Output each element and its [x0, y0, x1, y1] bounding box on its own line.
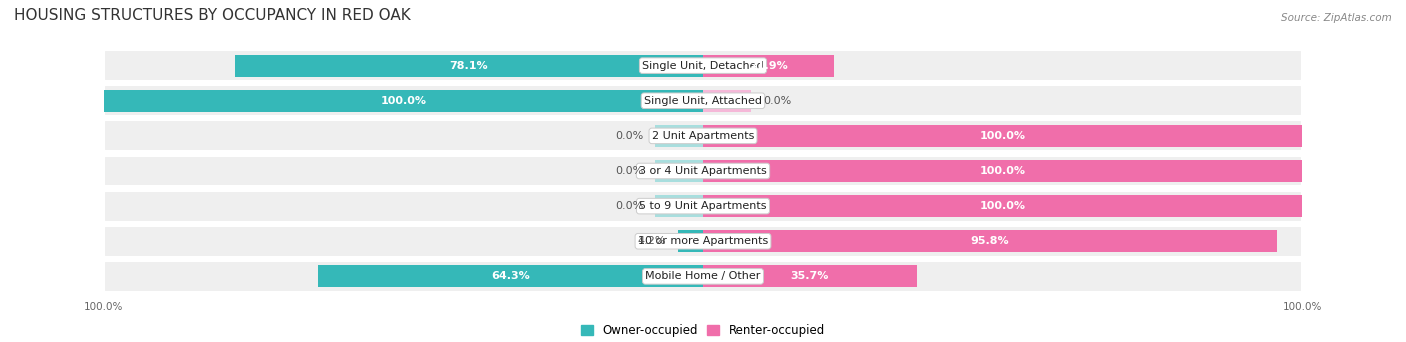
- Bar: [104, 191, 1302, 222]
- Text: 3 or 4 Unit Apartments: 3 or 4 Unit Apartments: [640, 166, 766, 176]
- Bar: [703, 195, 1302, 217]
- Text: 100.0%: 100.0%: [980, 166, 1025, 176]
- Bar: [703, 55, 834, 77]
- Bar: [703, 90, 751, 111]
- Bar: [104, 226, 1302, 257]
- Text: 78.1%: 78.1%: [450, 61, 488, 71]
- Bar: [235, 55, 703, 77]
- Bar: [703, 160, 1302, 182]
- Text: 4.2%: 4.2%: [637, 236, 666, 246]
- Text: Single Unit, Attached: Single Unit, Attached: [644, 96, 762, 106]
- Text: 95.8%: 95.8%: [970, 236, 1010, 246]
- Bar: [703, 231, 1277, 252]
- Text: 5 to 9 Unit Apartments: 5 to 9 Unit Apartments: [640, 201, 766, 211]
- Bar: [655, 160, 703, 182]
- Text: Mobile Home / Other: Mobile Home / Other: [645, 271, 761, 281]
- Bar: [104, 156, 1302, 186]
- Text: 64.3%: 64.3%: [491, 271, 530, 281]
- Bar: [318, 265, 703, 287]
- Legend: Owner-occupied, Renter-occupied: Owner-occupied, Renter-occupied: [576, 319, 830, 342]
- Text: HOUSING STRUCTURES BY OCCUPANCY IN RED OAK: HOUSING STRUCTURES BY OCCUPANCY IN RED O…: [14, 8, 411, 23]
- Bar: [104, 120, 1302, 151]
- Bar: [104, 85, 1302, 116]
- Text: 100.0%: 100.0%: [84, 302, 124, 312]
- Text: 0.0%: 0.0%: [614, 131, 643, 141]
- Bar: [703, 265, 917, 287]
- Text: 0.0%: 0.0%: [614, 166, 643, 176]
- Text: 10 or more Apartments: 10 or more Apartments: [638, 236, 768, 246]
- Bar: [655, 125, 703, 147]
- Bar: [655, 195, 703, 217]
- Text: 100.0%: 100.0%: [980, 201, 1025, 211]
- Text: 0.0%: 0.0%: [763, 96, 792, 106]
- Text: 100.0%: 100.0%: [1282, 302, 1322, 312]
- Text: 100.0%: 100.0%: [381, 96, 426, 106]
- Text: Source: ZipAtlas.com: Source: ZipAtlas.com: [1281, 13, 1392, 23]
- Text: 2 Unit Apartments: 2 Unit Apartments: [652, 131, 754, 141]
- Bar: [104, 90, 703, 111]
- Bar: [678, 231, 703, 252]
- Text: 35.7%: 35.7%: [790, 271, 830, 281]
- Bar: [104, 261, 1302, 292]
- Text: Single Unit, Detached: Single Unit, Detached: [643, 61, 763, 71]
- Text: 100.0%: 100.0%: [980, 131, 1025, 141]
- Text: 21.9%: 21.9%: [749, 61, 787, 71]
- Text: 0.0%: 0.0%: [614, 201, 643, 211]
- Bar: [703, 125, 1302, 147]
- Bar: [104, 50, 1302, 81]
